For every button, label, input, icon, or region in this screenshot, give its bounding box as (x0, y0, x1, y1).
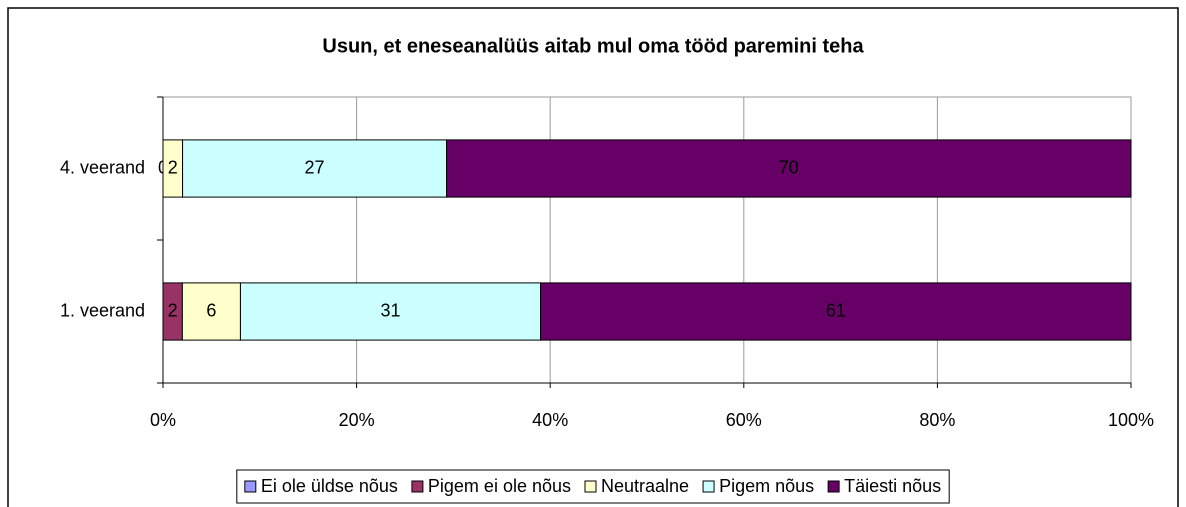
legend-swatch (411, 480, 424, 493)
legend (236, 469, 950, 504)
chart-title: Usun, et eneseanalüüs aitab mul oma tööd… (322, 35, 864, 57)
y-tick-label: 1. veerand (60, 300, 145, 320)
chart-border (7, 7, 1179, 507)
data-label: 2 (168, 157, 178, 177)
legend-swatch (702, 480, 715, 493)
legend-label: Neutraalne (601, 476, 689, 496)
legend-label: Ei ole üldse nõus (261, 476, 398, 496)
legend-swatch (827, 480, 840, 493)
legend-label: Pigem nõus (719, 476, 814, 496)
legend-label: Pigem ei ole nõus (428, 476, 571, 496)
x-tick-label: 80% (919, 410, 955, 430)
bar-segment (446, 139, 1132, 198)
data-label: 61 (826, 300, 846, 320)
bar-segment (540, 282, 1132, 341)
y-tick-label: 4. veerand (60, 157, 145, 177)
x-tick-label: 40% (532, 410, 568, 430)
x-tick-label: 100% (1108, 410, 1154, 430)
legend-label: Täiesti nõus (844, 476, 941, 496)
x-tick-label: 0% (150, 410, 176, 430)
bar-segment (182, 139, 448, 198)
data-label: 70 (779, 157, 799, 177)
data-label: 31 (380, 300, 400, 320)
legend-swatch (244, 480, 257, 493)
data-label: 6 (206, 300, 216, 320)
x-tick-label: 60% (726, 410, 762, 430)
x-tick-label: 20% (339, 410, 375, 430)
data-label: 27 (305, 157, 325, 177)
legend-swatch (584, 480, 597, 493)
data-label: 2 (168, 300, 178, 320)
bar-segment (239, 282, 542, 341)
